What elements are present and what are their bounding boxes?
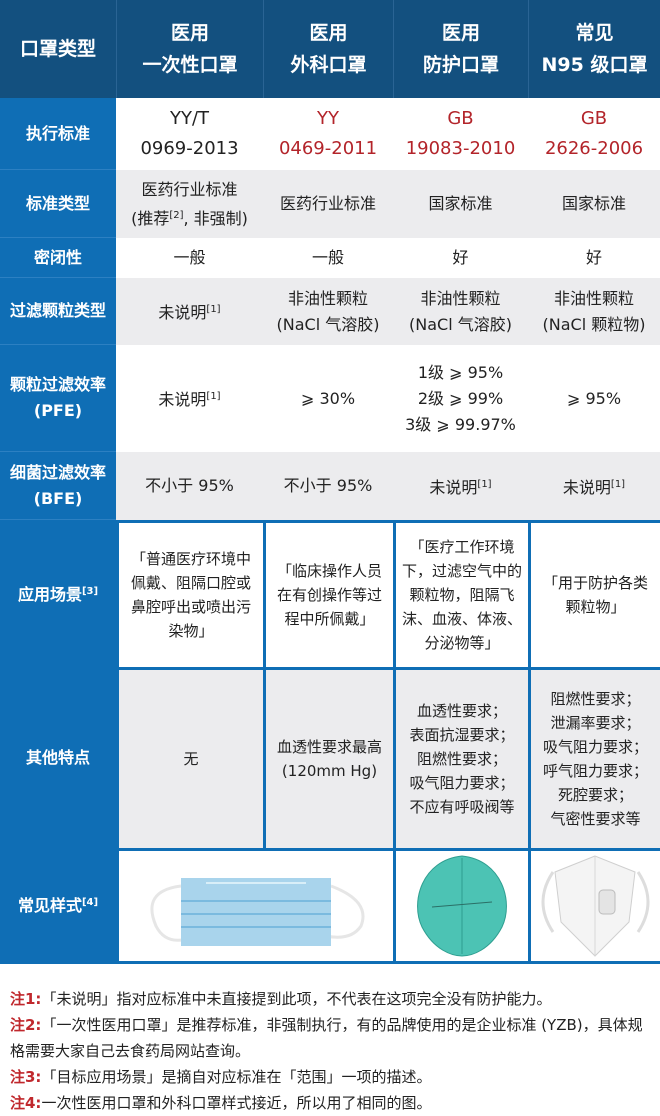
table-cell: 「普通医疗环境中佩戴、阻隔口腔或鼻腔呼出或喷出污染物」 bbox=[119, 523, 263, 667]
feature-line: 血透性要求最高 bbox=[276, 738, 382, 756]
row-label: 执行标准 bbox=[0, 98, 116, 170]
table-row-particle-type: 过滤颗粒类型 未说明[1] 非油性颗粒 (NaCl 气溶胶) 非油性颗粒 (NaCl… bbox=[0, 278, 660, 345]
table-cell: 1级 ⩾ 95% 2级 ⩾ 99% 3级 ⩾ 99.97% bbox=[393, 345, 528, 452]
table-cell: ⩾ 95% bbox=[528, 345, 660, 452]
feature-line: 呼气阻力要求； bbox=[542, 762, 648, 780]
feature-line: 死腔要求； bbox=[557, 786, 633, 804]
feature-line: 血透性要求； bbox=[416, 702, 507, 720]
table-cell: 非油性颗粒 (NaCl 气溶胶) bbox=[263, 278, 393, 345]
table-row-style: 常见样式[4] bbox=[0, 848, 660, 964]
table-cell: ⩾ 30% bbox=[263, 345, 393, 452]
footnote-1: 注1:「未说明」指对应标准中未直接提到此项，不代表在这项完全没有防护能力。 bbox=[10, 990, 552, 1008]
feature-line: 气密性要求等 bbox=[550, 810, 641, 828]
feature-line: (120mm Hg) bbox=[281, 762, 378, 780]
green-cup-respirator-image bbox=[396, 851, 528, 961]
footnote-3: 注3:「目标应用场景」是摘自对应标准在「范围」一项的描述。 bbox=[10, 1068, 432, 1086]
table-cell: 一般 bbox=[263, 238, 393, 278]
row-label: 常见样式[4] bbox=[0, 848, 116, 961]
feature-line: 表面抗湿要求； bbox=[409, 726, 515, 744]
table-cell: 阻燃性要求； 泄漏率要求； 吸气阻力要求； 呼气阻力要求； 死腔要求； 气密性要求等 bbox=[531, 670, 660, 848]
table-row-scenario: 应用场景[3] 「普通医疗环境中佩戴、阻隔口腔或鼻腔呼出或喷出污染物」 「临床操… bbox=[0, 520, 660, 667]
table-cell: GB 19083-2010 bbox=[393, 98, 528, 170]
table-cell: GB 2626-2006 bbox=[528, 98, 660, 170]
footnote-4: 注4:一次性医用口罩和外科口罩样式接近，所以用了相同的图。 bbox=[10, 1094, 432, 1112]
flat-surgical-mask-image bbox=[119, 851, 393, 961]
table-cell: 未说明[1] bbox=[116, 345, 263, 452]
feature-line: 吸气阻力要求； bbox=[542, 738, 648, 756]
table-cell: 未说明[1] bbox=[393, 452, 528, 520]
header-col-protective: 医用 防护口罩 bbox=[393, 0, 528, 98]
table-cell: 不小于 95% bbox=[263, 452, 393, 520]
feature-line: 不应有呼吸阀等 bbox=[409, 798, 515, 816]
table-cell: 「用于防护各类颗粒物」 bbox=[531, 523, 660, 667]
feature-line: 吸气阻力要求； bbox=[409, 774, 515, 792]
table-cell: 「医疗工作环境下，过滤空气中的颗粒物，阻隔飞沫、血液、体液、分泌物等」 bbox=[396, 523, 528, 667]
table-row-bfe: 细菌过滤效率 (BFE) 不小于 95% 不小于 95% 未说明[1] 未说明[1… bbox=[0, 452, 660, 520]
table-cell: 好 bbox=[393, 238, 528, 278]
row-label: 应用场景[3] bbox=[0, 520, 116, 667]
table-cell: 医药行业标准 bbox=[263, 170, 393, 238]
table-cell: 一般 bbox=[116, 238, 263, 278]
table-cell: 非油性颗粒 (NaCl 气溶胶) bbox=[393, 278, 528, 345]
feature-line: 无 bbox=[183, 750, 199, 768]
white-folded-respirator-image bbox=[531, 851, 660, 961]
table-cell: 未说明[1] bbox=[116, 278, 263, 345]
table-row-features: 其他特点 无 血透性要求最高 (120mm Hg) 血透性要求； 表面抗湿要求； 阻燃… bbox=[0, 667, 660, 848]
footnotes: 注1:「未说明」指对应标准中未直接提到此项，不代表在这项完全没有防护能力。 注2… bbox=[0, 964, 660, 1116]
header-col-disposable: 医用 一次性口罩 bbox=[116, 0, 263, 98]
table-cell: 血透性要求； 表面抗湿要求； 阻燃性要求； 吸气阻力要求； 不应有呼吸阀等 bbox=[396, 670, 528, 848]
header-col-n95: 常见 N95 级口罩 bbox=[528, 0, 660, 98]
table-cell: 国家标准 bbox=[528, 170, 660, 238]
table-row-pfe: 颗粒过滤效率 (PFE) 未说明[1] ⩾ 30% 1级 ⩾ 95% 2级 ⩾ 99… bbox=[0, 345, 660, 452]
feature-line: 泄漏率要求； bbox=[550, 714, 641, 732]
table-row-standard-type: 标准类型 医药行业标准 (推荐[2], 非强制) 医药行业标准 国家标准 国家标准 bbox=[0, 170, 660, 238]
footnote-2: 注2:「一次性医用口罩」是推荐标准，非强制执行，有的品牌使用的是企业标准 (YZ… bbox=[10, 1016, 643, 1060]
row-label: 密闭性 bbox=[0, 238, 116, 278]
table-cell: 不小于 95% bbox=[116, 452, 263, 520]
feature-line: 阻燃性要求； bbox=[416, 750, 507, 768]
table-header: 口罩类型 医用 一次性口罩 医用 外科口罩 医用 防护口罩 常见 N95 级口罩 bbox=[0, 0, 660, 98]
row-label: 标准类型 bbox=[0, 170, 116, 238]
table-cell: YY/T 0969-2013 bbox=[116, 98, 263, 170]
header-col-surgical: 医用 外科口罩 bbox=[263, 0, 393, 98]
row-label: 细菌过滤效率 (BFE) bbox=[0, 452, 116, 520]
table-cell: 血透性要求最高 (120mm Hg) bbox=[266, 670, 393, 848]
row-label: 颗粒过滤效率 (PFE) bbox=[0, 345, 116, 452]
table-cell: 好 bbox=[528, 238, 660, 278]
table-cell: 国家标准 bbox=[393, 170, 528, 238]
table-row-seal: 密闭性 一般 一般 好 好 bbox=[0, 238, 660, 278]
table-cell: 未说明[1] bbox=[528, 452, 660, 520]
table-cell: 「临床操作人员在有创操作等过程中所佩戴」 bbox=[266, 523, 393, 667]
table-cell: 无 bbox=[119, 670, 263, 848]
feature-line: 阻燃性要求； bbox=[550, 690, 641, 708]
comparison-table: 口罩类型 医用 一次性口罩 医用 外科口罩 医用 防护口罩 常见 N95 级口罩 执行标… bbox=[0, 0, 660, 964]
table-cell: 非油性颗粒 (NaCl 颗粒物) bbox=[528, 278, 660, 345]
table-cell: YY 0469-2011 bbox=[263, 98, 393, 170]
table-row-standard: 执行标准 YY/T 0969-2013 YY 0469-2011 GB 19083-2… bbox=[0, 98, 660, 170]
table-cell: 医药行业标准 (推荐[2], 非强制) bbox=[116, 170, 263, 238]
row-label: 过滤颗粒类型 bbox=[0, 278, 116, 345]
row-label: 其他特点 bbox=[0, 667, 116, 848]
header-row-label: 口罩类型 bbox=[19, 38, 96, 60]
